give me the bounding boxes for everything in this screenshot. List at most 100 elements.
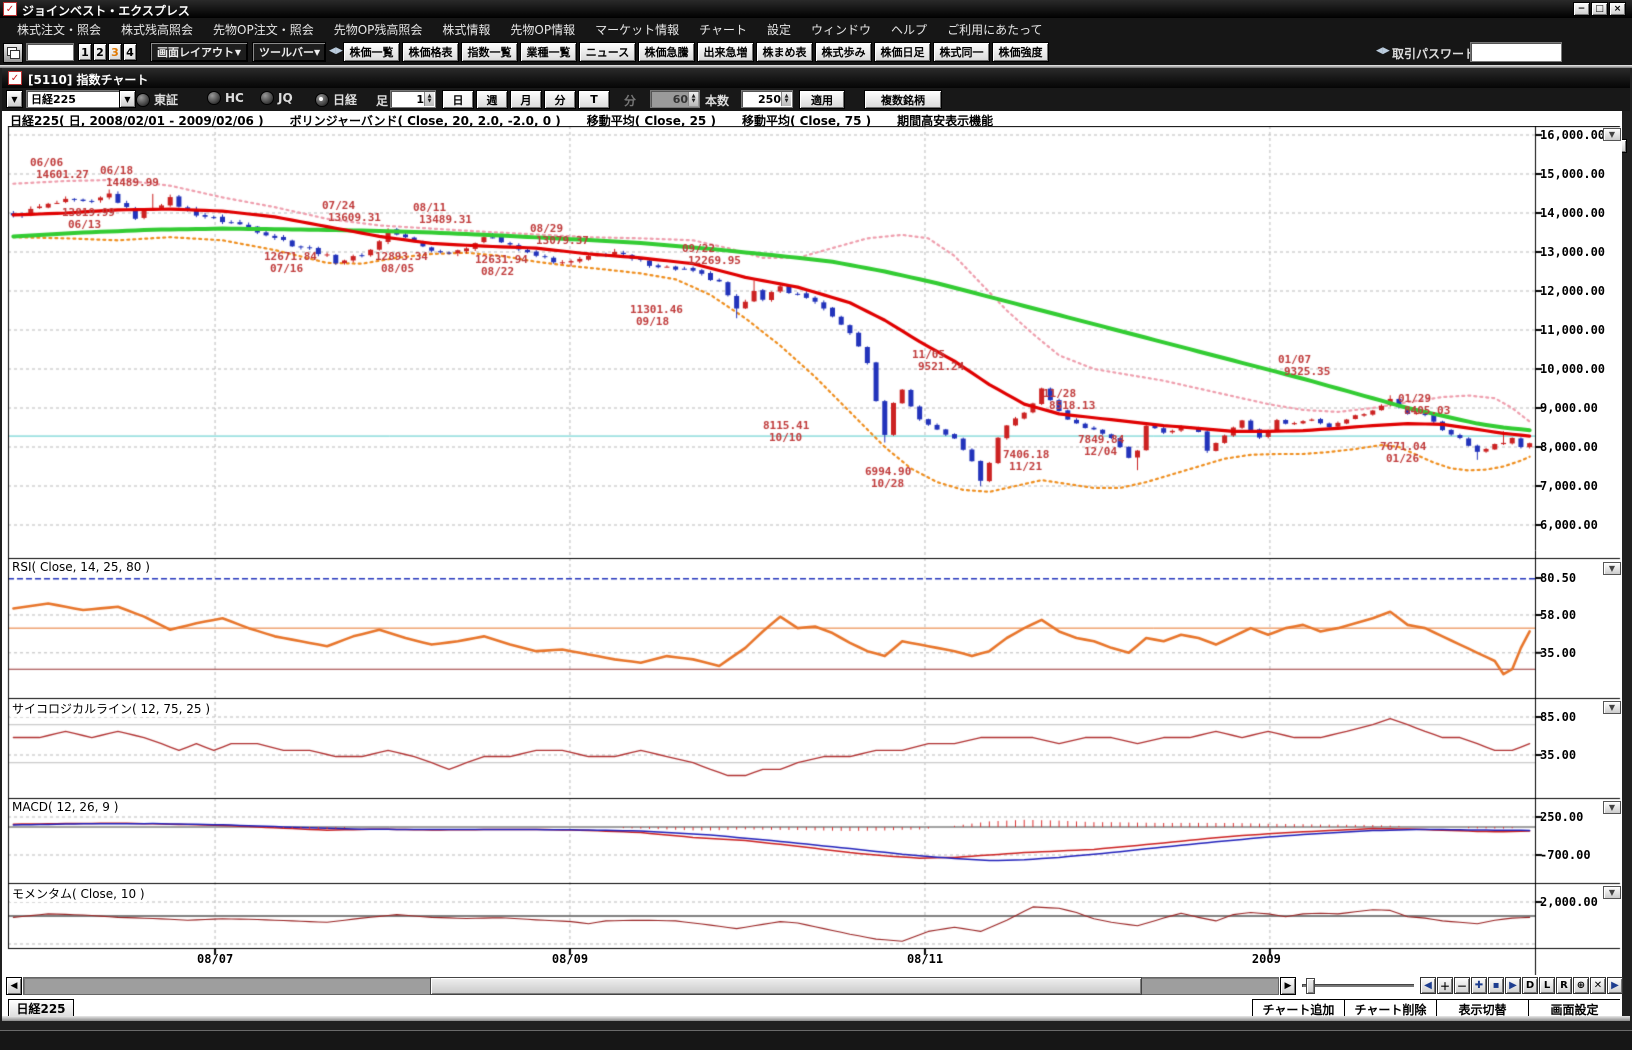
tab-nikkei225[interactable]: 日経225 — [8, 999, 74, 1017]
footer-button-2[interactable]: 表示切替 — [1436, 999, 1528, 1018]
password-field[interactable] — [1471, 43, 1561, 61]
close-button[interactable]: × — [1609, 2, 1626, 16]
preset-button-4[interactable]: 4 — [123, 43, 137, 61]
close-small-icon[interactable]: ✕ — [1590, 977, 1606, 994]
password-label: 取引パスワード — [1392, 47, 1477, 61]
plus-icon[interactable]: ＋ — [1437, 977, 1453, 994]
period-button-分[interactable]: 分 — [544, 90, 576, 109]
quick-button-3[interactable]: 業種一覧 — [520, 42, 577, 62]
cascade-icon[interactable] — [3, 43, 23, 63]
zoom-slider-handle[interactable] — [1306, 978, 1315, 994]
preset-button-1[interactable]: 1 — [78, 43, 92, 61]
spinner-icon[interactable]: ▲ ▼ — [781, 92, 791, 106]
panel-dropdown-icon-1[interactable]: ▼ — [1603, 562, 1621, 575]
quick-button-8[interactable]: 株式歩み — [815, 42, 872, 62]
d-button[interactable]: D — [1522, 977, 1538, 994]
screen-number-input[interactable] — [26, 43, 74, 61]
multi-symbol-button[interactable]: 複数銘柄 — [864, 90, 942, 109]
quick-button-9[interactable]: 株価日足 — [874, 42, 931, 62]
menu-item-9[interactable]: ウィンドウ — [811, 22, 872, 37]
period-button-月[interactable]: 月 — [510, 90, 542, 109]
chart-window-bottom-border — [2, 1016, 1630, 1021]
radio-日経[interactable]: 日経 — [315, 91, 357, 108]
zoom-slider-track[interactable] — [1302, 984, 1414, 987]
spinner-icon[interactable]: ▲ ▼ — [424, 92, 434, 106]
scroll-right-icon[interactable]: ▶ — [1280, 977, 1296, 995]
password-input[interactable] — [1470, 42, 1562, 62]
panel-dropdown-icon-2[interactable]: ▼ — [1603, 701, 1621, 714]
footer-button-1[interactable]: チャート削除 — [1344, 999, 1436, 1018]
bars-input[interactable]: ▲▼ — [741, 90, 793, 108]
quick-button-10[interactable]: 株式同一 — [933, 42, 990, 62]
r-button[interactable]: R — [1556, 977, 1572, 994]
menu-item-8[interactable]: 設定 — [767, 22, 792, 37]
quick-button-0[interactable]: 株価一覧 — [343, 42, 400, 62]
menu-item-2[interactable]: 先物OP注文・照会 — [213, 22, 314, 37]
menu-item-0[interactable]: 株式注文・照会 — [17, 22, 102, 37]
quick-button-4[interactable]: ニュース — [579, 42, 636, 62]
expand-icon[interactable]: ✚ — [1471, 977, 1487, 994]
menu-item-6[interactable]: マーケット情報 — [595, 22, 680, 37]
apply-button[interactable]: 適用 — [799, 90, 845, 109]
quick-button-1[interactable]: 株価格表 — [402, 42, 459, 62]
radio-icon[interactable] — [315, 92, 329, 107]
magnifier-icon[interactable]: ⊕ — [1573, 977, 1589, 994]
panel-dropdown-icon-4[interactable]: ▼ — [1603, 886, 1621, 899]
toolbar-combo[interactable]: ツールバー ▼ — [252, 42, 326, 62]
menu-item-3[interactable]: 先物OP残高照会 — [333, 22, 423, 37]
preset-button-3[interactable]: 3 — [108, 43, 122, 61]
period-button-日[interactable]: 日 — [442, 90, 474, 109]
symbol-dropdown-button[interactable]: ▼ — [6, 90, 23, 108]
ashi-input[interactable]: ▲▼ — [390, 90, 436, 108]
chevron-down-icon: ▼ — [314, 47, 321, 57]
scrollbar-thumb[interactable] — [430, 977, 1142, 995]
radio-東証[interactable]: 東証 — [136, 91, 178, 108]
collapse-handle-icon[interactable]: ◀▶ — [329, 46, 343, 56]
minimize-button[interactable]: − — [1573, 2, 1590, 16]
quick-button-5[interactable]: 株価急騰 — [638, 42, 695, 62]
radio-HC[interactable]: HC — [207, 91, 244, 105]
preset-button-2[interactable]: 2 — [93, 43, 107, 61]
screen-number-field[interactable] — [27, 44, 73, 60]
chart-header-segment-1: ボリンジャーバンド( Close, 20, 2.0, -2.0, 0 ) — [289, 114, 561, 128]
menu-item-11[interactable]: ご利用にあたって — [947, 22, 1043, 37]
period-button-T[interactable]: T — [578, 90, 610, 109]
bars-field[interactable] — [742, 91, 792, 107]
quick-button-2[interactable]: 指数一覧 — [461, 42, 518, 62]
scroll-left-icon[interactable]: ◀ — [6, 977, 22, 995]
menu-item-4[interactable]: 株式情報 — [442, 22, 491, 37]
radio-icon[interactable] — [136, 92, 150, 107]
chart-header-segment-2: 移動平均( Close, 25 ) — [586, 114, 716, 128]
panel-dropdown-icon-3[interactable]: ▼ — [1603, 801, 1621, 814]
app-title-bar: ✓ ジョインベスト・エクスプレス − □ × — [0, 0, 1632, 18]
restore-button[interactable]: □ — [1591, 2, 1608, 16]
radio-icon[interactable] — [260, 91, 274, 105]
chart-canvas[interactable] — [2, 126, 1622, 975]
menu-item-1[interactable]: 株式残高照会 — [121, 22, 194, 37]
main-ytick: 7,000.00 — [1540, 479, 1598, 493]
play-icon[interactable]: ▶ — [1505, 977, 1521, 994]
l-button[interactable]: L — [1539, 977, 1555, 994]
step-first-icon[interactable]: ◀ — [1420, 977, 1436, 994]
quick-button-11[interactable]: 株価強度 — [992, 42, 1049, 62]
symbol-combo[interactable]: 日経225 — [26, 90, 120, 108]
chevron-down-icon: ▼ — [124, 94, 131, 104]
password-handle-icon[interactable]: ◀▶ — [1376, 46, 1390, 56]
stop-icon[interactable]: ▪ — [1488, 977, 1504, 994]
menu-item-7[interactable]: チャート — [699, 22, 748, 37]
period-button-週[interactable]: 週 — [476, 90, 508, 109]
menu-item-5[interactable]: 先物OP情報 — [510, 22, 576, 37]
minus-icon[interactable]: － — [1454, 977, 1470, 994]
quick-button-6[interactable]: 出来急増 — [697, 42, 754, 62]
symbol-combo-arrow[interactable]: ▼ — [119, 90, 136, 108]
quick-button-7[interactable]: 株まめ表 — [756, 42, 813, 62]
panel-dropdown-icon-0[interactable]: ▼ — [1603, 128, 1621, 141]
layout-combo[interactable]: 画面レイアウト ▼ — [150, 42, 248, 62]
radio-JQ[interactable]: JQ — [260, 91, 293, 105]
footer-button-0[interactable]: チャート追加 — [1252, 999, 1344, 1018]
radio-icon[interactable] — [207, 91, 221, 105]
step-last-icon[interactable]: ▶ — [1607, 977, 1623, 994]
rsi-ytick: 35.00 — [1540, 645, 1577, 660]
footer-button-3[interactable]: 画面設定 — [1528, 999, 1620, 1018]
menu-item-10[interactable]: ヘルプ — [891, 22, 928, 37]
